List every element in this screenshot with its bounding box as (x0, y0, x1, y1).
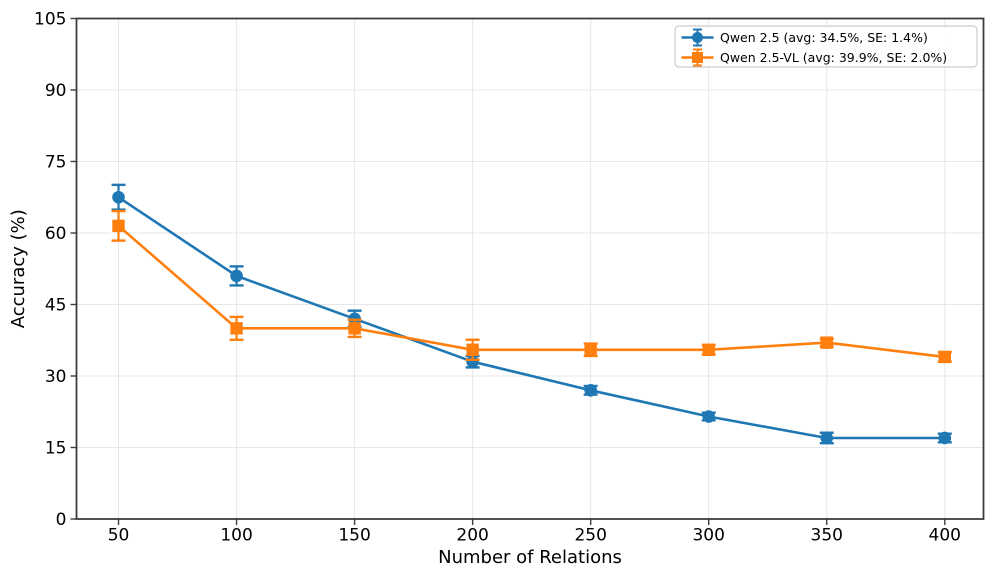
y-tick-label: 90 (45, 81, 67, 101)
x-tick-label: 200 (456, 526, 488, 546)
data-point-qwen-2-5-vl (348, 322, 361, 335)
legend-marker-qwen-2-5 (692, 32, 703, 43)
data-point-qwen-2-5 (112, 190, 125, 204)
data-point-qwen-2-5 (230, 269, 243, 283)
data-point-qwen-2-5-vl (938, 350, 951, 364)
series-qwen-2-5 (111, 183, 952, 445)
data-point-qwen-2-5-vl (584, 343, 597, 356)
data-point-qwen-2-5-vl (112, 219, 125, 233)
x-tick-label: 350 (811, 526, 843, 546)
legend: Qwen 2.5 (avg: 34.5%, SE: 1.4%) Qwen 2.5-… (674, 25, 978, 68)
y-tick-label: 105 (34, 10, 66, 30)
series-qwen-2-5-vl (111, 209, 952, 364)
y-tick-label: 0 (56, 510, 67, 530)
data-point-qwen-2-5-vl (820, 336, 833, 349)
markers-qwen-2-5 (112, 190, 952, 445)
legend-marker-qwen-2-5-vl (692, 52, 703, 63)
legend-box (674, 25, 978, 68)
x-axis-label: Number of Relations (438, 547, 622, 568)
data-point-qwen-2-5-vl (230, 322, 243, 335)
line-qwen-2-5-vl (117, 224, 945, 359)
data-point-qwen-2-5-vl (466, 343, 479, 356)
y-tick-labels: 0 15 30 45 60 75 90 105 (34, 10, 66, 531)
legend-label-qwen-2-5: Qwen 2.5 (avg: 34.5%, SE: 1.4%) (720, 30, 928, 45)
data-point-qwen-2-5 (702, 410, 716, 423)
x-tick-label: 250 (574, 526, 606, 546)
x-tick-label: 50 (108, 526, 130, 546)
x-tick-labels: 50 100 150 200 250 300 350 400 (108, 526, 961, 546)
y-tick-label: 45 (45, 296, 67, 316)
x-tick-label: 150 (338, 526, 370, 546)
y-tick-label: 30 (45, 367, 67, 387)
data-point-qwen-2-5 (820, 431, 834, 445)
legend-key-qwen-2-5-vl (681, 48, 714, 67)
markers-qwen-2-5-vl (112, 219, 951, 364)
data-point-qwen-2-5 (466, 355, 479, 369)
y-tick-label: 75 (45, 153, 67, 173)
y-axis-label: Accuracy (%) (8, 209, 29, 328)
axis-ticks (70, 17, 946, 525)
x-tick-label: 300 (692, 526, 724, 546)
line-qwen-2-5 (117, 196, 945, 440)
data-point-qwen-2-5-vl (702, 343, 715, 356)
data-point-qwen-2-5 (584, 384, 597, 397)
error-bars-qwen-2-5 (111, 183, 952, 445)
x-tick-label: 400 (929, 526, 961, 546)
legend-label-qwen-2-5-vl: Qwen 2.5-VL (avg: 39.9%, SE: 2.0%) (720, 50, 947, 65)
plot-frame (75, 17, 985, 520)
data-point-qwen-2-5 (938, 431, 952, 445)
gridlines (76, 18, 984, 520)
y-tick-label: 15 (45, 439, 67, 459)
x-tick-label: 100 (220, 526, 252, 546)
y-tick-label: 60 (45, 224, 67, 244)
legend-key-qwen-2-5 (681, 28, 714, 47)
